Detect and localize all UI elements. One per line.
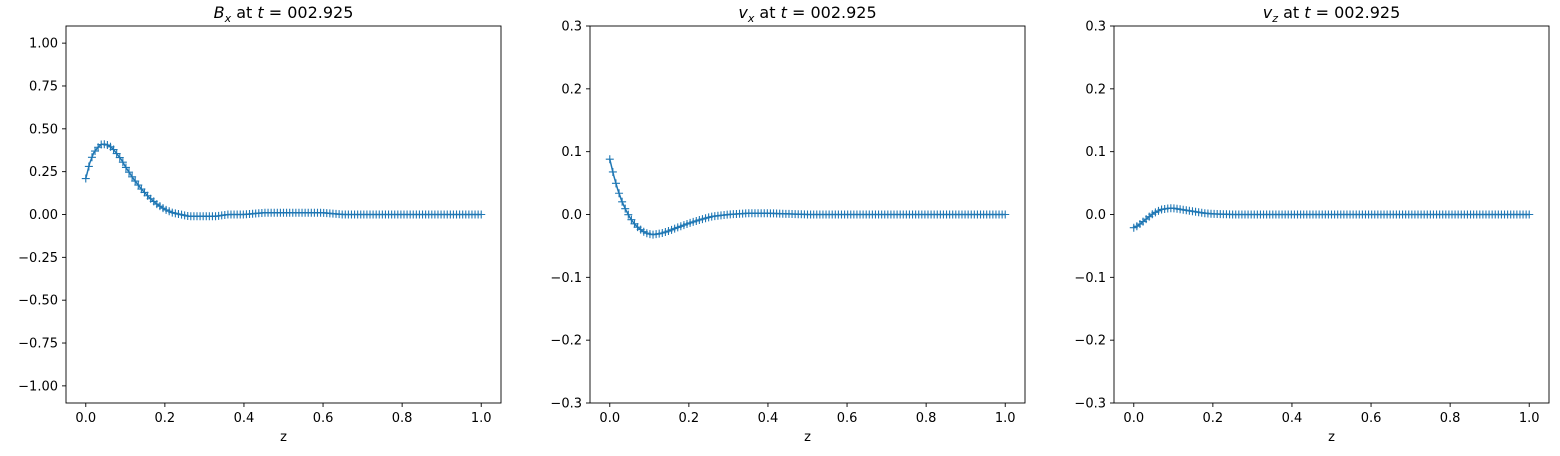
y-tick-label: 0.2 <box>1085 82 1106 97</box>
y-tick-label: 0.3 <box>1085 20 1106 35</box>
data-point <box>611 179 620 188</box>
data-point <box>615 189 624 198</box>
data-point <box>128 172 137 181</box>
x-tick-label: 1.0 <box>471 411 492 426</box>
x-tick-label: 0.0 <box>75 411 96 426</box>
x-axis-label: z <box>804 430 811 445</box>
y-tick-label: 0.25 <box>29 165 58 180</box>
series-markers <box>1129 204 1534 232</box>
series-markers <box>81 140 486 221</box>
y-tick-label: 0.1 <box>561 145 582 160</box>
data-point <box>81 174 90 183</box>
data-point <box>605 155 614 164</box>
chart-panel-2: 0.0 0.2 0.4 0.6 0.8 1.0 −0.3 −0.2 −0.1 0.0 0.1 0.2 0… <box>550 3 1026 445</box>
x-tick-label: 0.0 <box>1123 411 1144 426</box>
x-tick-label: 0.2 <box>1203 411 1224 426</box>
y-tick-label: −1.00 <box>18 379 58 394</box>
data-point <box>109 145 118 154</box>
y-tick-label: −0.2 <box>1074 334 1106 349</box>
x-tick-label: 0.2 <box>155 411 176 426</box>
y-tick-label: 0.75 <box>29 79 58 94</box>
series-line <box>609 159 1006 236</box>
y-tick-label: −0.2 <box>550 334 582 349</box>
data-point <box>131 177 140 186</box>
y-tick-label: 0.2 <box>561 82 582 97</box>
data-point <box>624 210 633 219</box>
x-tick-label: 0.6 <box>313 411 334 426</box>
y-tick-label: −0.1 <box>1074 271 1106 286</box>
data-point <box>121 163 130 172</box>
chart-title: Bx at t = 002.925 <box>214 3 354 25</box>
x-tick-label: 0.8 <box>392 411 413 426</box>
y-tick-label: 0.50 <box>29 122 58 137</box>
series-markers <box>605 155 1010 239</box>
x-tick-label: 1.0 <box>995 411 1016 426</box>
y-tick-label: −0.25 <box>18 251 58 266</box>
data-point <box>118 158 127 167</box>
y-tick-label: −0.50 <box>18 294 58 309</box>
y-tick-label: −0.3 <box>550 397 582 412</box>
chart-title: vz at t = 002.925 <box>1263 3 1401 25</box>
x-tick-label: 0.4 <box>758 411 779 426</box>
x-tick-label: 0.6 <box>837 411 858 426</box>
data-point <box>125 168 134 177</box>
y-tick-label: −0.1 <box>550 271 582 286</box>
x-tick-label: 0.6 <box>1361 411 1382 426</box>
chart-title: vx at t = 002.925 <box>738 3 876 25</box>
y-tick-label: 0.0 <box>1085 208 1106 223</box>
data-point <box>608 167 617 176</box>
x-tick-label: 0.4 <box>1282 411 1303 426</box>
y-tick-label: 0.00 <box>29 208 58 223</box>
y-tick-label: 0.1 <box>1085 145 1106 160</box>
data-point <box>627 215 636 224</box>
x-tick-label: 0.0 <box>599 411 620 426</box>
x-axis-label: z <box>1328 430 1335 445</box>
data-point <box>618 197 627 206</box>
data-point <box>477 210 486 219</box>
data-point <box>1001 210 1010 219</box>
x-tick-label: 1.0 <box>1519 411 1540 426</box>
data-point <box>115 153 124 162</box>
x-tick-label: 0.4 <box>234 411 255 426</box>
data-point <box>84 162 93 171</box>
series-line <box>85 143 482 217</box>
data-point <box>112 149 121 158</box>
chart-panel-1: 0.0 0.2 0.4 0.6 0.8 1.0 −1.00 −0.75 −0.50 −0.25 0.… <box>18 3 502 445</box>
y-tick-label: 0.3 <box>561 20 582 35</box>
chart-panel-3: 0.0 0.2 0.4 0.6 0.8 1.0 −0.3 −0.2 −0.1 0.0 0.1 0.2 0… <box>1074 3 1550 445</box>
x-tick-label: 0.2 <box>679 411 700 426</box>
data-point <box>87 153 96 162</box>
y-tick-label: −0.3 <box>1074 397 1106 412</box>
data-point <box>1525 210 1534 219</box>
x-tick-label: 0.8 <box>1440 411 1461 426</box>
x-tick-label: 0.8 <box>916 411 937 426</box>
y-tick-label: 0.0 <box>561 208 582 223</box>
y-tick-label: −0.75 <box>18 337 58 352</box>
y-tick-label: 1.00 <box>29 37 58 52</box>
data-point <box>621 204 630 213</box>
x-axis-label: z <box>280 430 287 445</box>
